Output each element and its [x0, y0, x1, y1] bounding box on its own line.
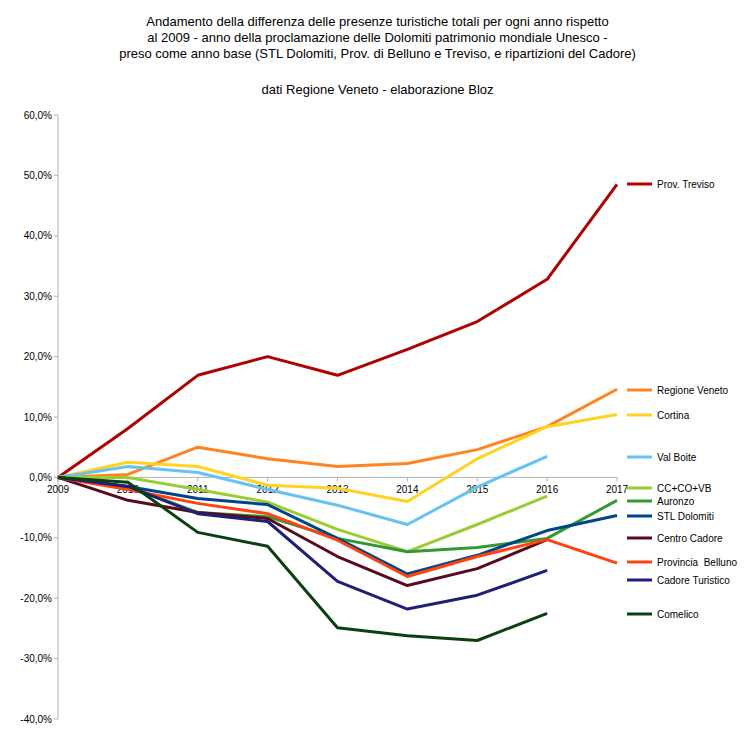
legend-label: Auronzo: [657, 496, 695, 507]
y-tick: [54, 296, 58, 297]
y-tick-label: 20,0%: [24, 351, 52, 362]
legend-swatch: [627, 183, 652, 186]
y-tick-label: -30,0%: [20, 653, 52, 664]
legend-label: Val Boite: [657, 452, 697, 463]
legend-swatch: [627, 537, 652, 540]
y-tick: [54, 356, 58, 357]
legend-label: Cadore Turistico: [657, 575, 730, 586]
x-tick-label: 2009: [47, 484, 70, 495]
x-tick: [407, 477, 408, 481]
legend-label: STL Dolomiti: [657, 511, 714, 522]
legend-swatch: [627, 515, 652, 518]
legend-label: Regione Veneto: [657, 385, 729, 396]
legend-swatch: [627, 389, 652, 392]
y-tick: [54, 598, 58, 599]
x-tick: [337, 477, 338, 481]
title: Andamento della differenza delle presenz…: [0, 14, 755, 62]
legend-label: Provincia Belluno: [657, 557, 737, 568]
legend-label: CC+CO+VB: [657, 483, 712, 494]
y-tick: [54, 235, 58, 236]
y-tick-label: 10,0%: [24, 412, 52, 423]
x-tick: [477, 477, 478, 481]
legend-swatch: [627, 500, 652, 503]
y-tick: [54, 658, 58, 659]
y-tick: [54, 537, 58, 538]
legend-swatch: [627, 487, 652, 490]
y-tick: [54, 417, 58, 418]
legend-label: Cortina: [657, 410, 690, 421]
x-tick: [267, 477, 268, 481]
legend-swatch: [627, 613, 652, 616]
y-tick: [54, 175, 58, 176]
y-tick-label: 60,0%: [24, 110, 52, 121]
x-tick-label: 2016: [536, 484, 559, 495]
legend-label: Centro Cadore: [657, 533, 723, 544]
subtitle: dati Regione Veneto - elaborazione Bloz: [0, 82, 755, 97]
legend-swatch: [627, 456, 652, 459]
y-tick: [54, 719, 58, 720]
y-tick-label: 30,0%: [24, 291, 52, 302]
legend-swatch: [627, 414, 652, 417]
x-tick: [547, 477, 548, 481]
y-tick-label: -40,0%: [20, 714, 52, 725]
chart: 60,0% 50,0% 40,0% 30,0% 20,0% 10,0% 0,0% -10,0%…: [0, 0, 755, 737]
y-tick-label: 40,0%: [24, 230, 52, 241]
series-line: [58, 477, 547, 585]
x-tick: [617, 477, 618, 481]
series-line: [58, 477, 547, 640]
x-tick-label: 2014: [396, 484, 419, 495]
legend-label: Comelico: [657, 609, 699, 620]
y-tick-label: 50,0%: [24, 170, 52, 181]
x-tick: [197, 477, 198, 481]
legend-label: Prov. Treviso: [657, 179, 715, 190]
y-tick: [54, 477, 58, 478]
legend-swatch: [627, 579, 652, 582]
y-tick-label: -10,0%: [20, 532, 52, 543]
y-tick-label: 0,0%: [29, 472, 52, 483]
y-tick-label: -20,0%: [20, 593, 52, 604]
y-tick: [54, 115, 58, 116]
x-tick-label: 2017: [606, 484, 629, 495]
plot-lines: [58, 184, 617, 640]
legend-swatch: [627, 561, 652, 564]
